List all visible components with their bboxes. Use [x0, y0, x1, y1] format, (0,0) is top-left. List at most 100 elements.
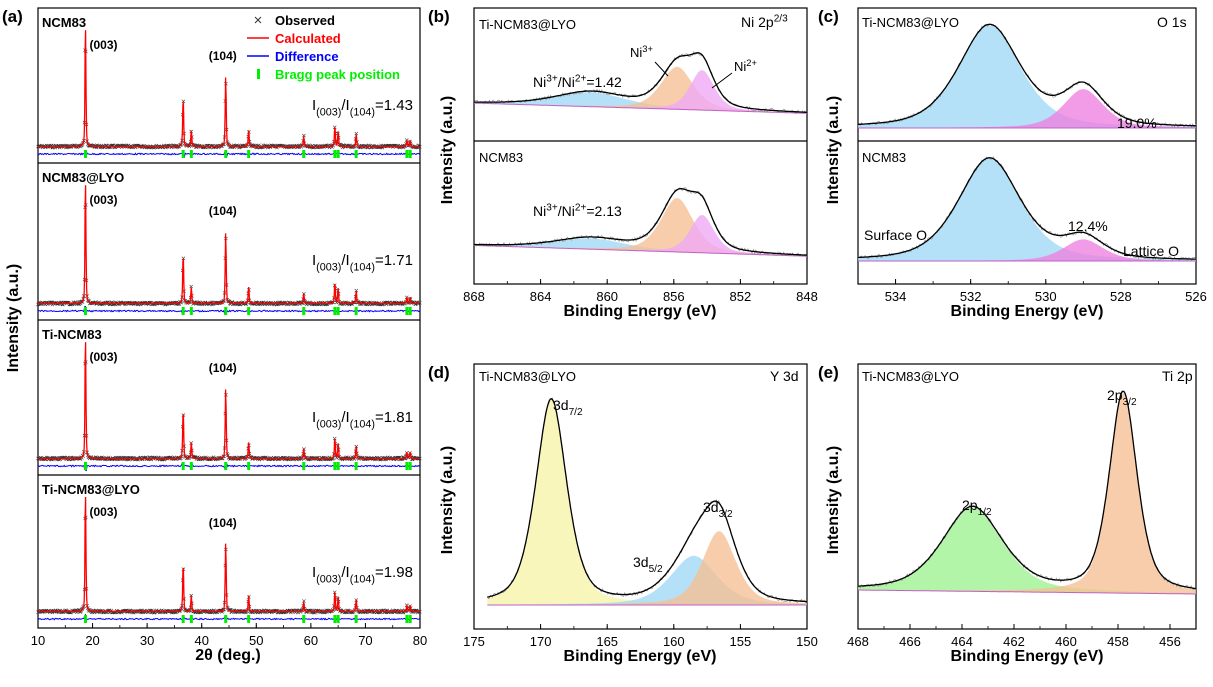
- peak-label-003: (003): [89, 505, 117, 519]
- ni-ratio-label-part-3: 2+: [575, 73, 587, 84]
- legend-entry: Bragg peak position: [275, 67, 400, 82]
- legend-observed-marker: [254, 16, 262, 24]
- bragg-peak-tick: [408, 615, 412, 623]
- peak-2p32-label: 2p3/2: [1107, 387, 1137, 408]
- y3d-component-yellow: [487, 400, 807, 605]
- 1-xtick-label: 860: [596, 289, 618, 304]
- bragg-peak-tick: [189, 462, 193, 470]
- 0-xtick-label: 80: [413, 633, 427, 648]
- o1s-0-component-blue: [858, 25, 1196, 128]
- intensity-ratio-part-1: (003): [316, 418, 341, 430]
- 0-xtick-label: 20: [85, 633, 99, 648]
- peak-3d72-label: 3d7/2: [553, 397, 583, 418]
- panel-c-label: (c): [818, 7, 839, 26]
- bragg-peak-tick: [336, 307, 340, 315]
- ni2p-0-fit-envelope: [473, 52, 807, 113]
- 0-xtick-label: 60: [304, 633, 318, 648]
- panel-c-title: O 1s: [1157, 14, 1187, 30]
- bragg-peak-tick: [247, 615, 251, 623]
- subplot-title: NCM83: [862, 150, 906, 165]
- 0-xtick-label: 50: [249, 633, 263, 648]
- peak-3d72-label-part-0: 3d: [553, 397, 569, 413]
- bragg-peak-tick: [189, 615, 193, 623]
- 4-xtick-label: 462: [1003, 634, 1025, 649]
- bragg-peak-tick: [181, 462, 185, 470]
- ni2-annotation-part-0: Ni: [734, 59, 746, 74]
- ni-ratio-label-part-3: 2+: [575, 202, 587, 213]
- 3-xtick-label: 175: [463, 634, 485, 649]
- calculated-line: [38, 496, 420, 613]
- observed-markers: [36, 360, 422, 462]
- bragg-peak-tick: [189, 150, 193, 158]
- ni-ratio-label-part-0: Ni: [533, 74, 546, 90]
- 2-xtick-label: 528: [1110, 289, 1132, 304]
- ni-ratio-label-part-1: 3+: [546, 73, 558, 84]
- peak-3d52-label-part-0: 3d: [633, 554, 649, 570]
- intensity-ratio-part-3: (104): [350, 418, 375, 430]
- ti2p-background: [858, 589, 1196, 595]
- ni2p-1-background: [474, 244, 807, 257]
- peak-2p12-label: 2p1/2: [962, 497, 992, 518]
- y3d-fit-envelope: [487, 397, 808, 603]
- ni-ratio-label-part-4: =2.13: [586, 203, 622, 219]
- bragg-peak-tick: [408, 307, 412, 315]
- intensity-ratio: I(003)/I(104)=1.81: [312, 409, 413, 430]
- intensity-ratio-part-0: I: [312, 252, 316, 269]
- bragg-peak-tick: [336, 615, 340, 623]
- ti2p-component-green: [858, 507, 1196, 594]
- difference-line: [37, 613, 420, 622]
- subplot-title: NCM83: [479, 150, 523, 165]
- panel-d-sample: Ti-NCM83@LYO: [479, 369, 576, 384]
- subplot-title: Ti-NCM83@LYO: [862, 15, 959, 30]
- bragg-peak-tick: [405, 307, 409, 315]
- 0-xtick-label: 70: [358, 633, 372, 648]
- intensity-ratio-part-1: (003): [316, 573, 341, 585]
- calculated-line: [38, 342, 420, 460]
- panel-d-ylabel: Intensity (a.u.): [439, 446, 456, 554]
- peak-3d32-label-part-1: 3/2: [719, 509, 733, 520]
- ni2p-0-component-orange: [474, 66, 807, 114]
- bragg-peak-tick: [83, 615, 87, 623]
- calculated-line: [38, 185, 420, 305]
- bragg-peak-tick: [83, 307, 87, 315]
- o1s-1-component-blue: [858, 158, 1196, 261]
- intensity-ratio-part-4: =1.71: [375, 252, 413, 269]
- 2-xtick-label: 526: [1185, 289, 1207, 304]
- ni2p-1-fit-envelope: [474, 188, 808, 256]
- peak-label-003: (003): [89, 193, 117, 207]
- ni3-arrow: [654, 61, 669, 77]
- intensity-ratio-part-2: /I: [341, 564, 349, 581]
- bragg-peak-tick: [247, 307, 251, 315]
- panel-d-title: Y 3d: [770, 368, 799, 384]
- bragg-peak-tick: [405, 615, 409, 623]
- subplot-title: Ti-NCM83: [42, 327, 102, 342]
- intensity-ratio: I(003)/I(104)=1.71: [312, 252, 413, 273]
- panel-e-title: Ti 2p: [1162, 368, 1193, 384]
- intensity-ratio-part-3: (104): [350, 261, 375, 273]
- 4-xtick-label: 464: [951, 634, 973, 649]
- 0-xtick-label: 30: [140, 633, 154, 648]
- panel-e-xlabel: Binding Energy (eV): [951, 648, 1104, 665]
- bragg-peak-tick: [408, 462, 412, 470]
- 1-xtick-label: 864: [530, 289, 552, 304]
- ni2p-0-component-violet: [474, 70, 807, 114]
- bragg-peak-tick: [333, 150, 337, 158]
- intensity-ratio-part-2: /I: [341, 252, 349, 269]
- peak-label-104: (104): [209, 49, 237, 63]
- 4-xtick-label: 458: [1107, 634, 1129, 649]
- intensity-ratio: I(003)/I(104)=1.43: [312, 97, 413, 118]
- panel-e-frame: [857, 363, 1197, 630]
- bragg-peak-tick: [247, 150, 251, 158]
- ni-ratio-label-part-2: /Ni: [558, 74, 575, 90]
- panel-e-label: (e): [818, 363, 839, 382]
- panel-e-sample: Ti-NCM83@LYO: [862, 369, 959, 384]
- bragg-peak-tick: [354, 307, 358, 315]
- 0-xtick-label: 10: [31, 633, 45, 648]
- bragg-peak-tick: [247, 462, 251, 470]
- observed-markers: [36, 203, 422, 307]
- intensity-ratio-part-4: =1.81: [375, 409, 413, 426]
- ni3-annotation-part-0: Ni: [630, 45, 642, 60]
- 2-xtick-label: 530: [1035, 289, 1057, 304]
- peak-3d52-label: 3d5/2: [633, 554, 663, 575]
- intensity-ratio-part-4: =1.43: [375, 97, 413, 114]
